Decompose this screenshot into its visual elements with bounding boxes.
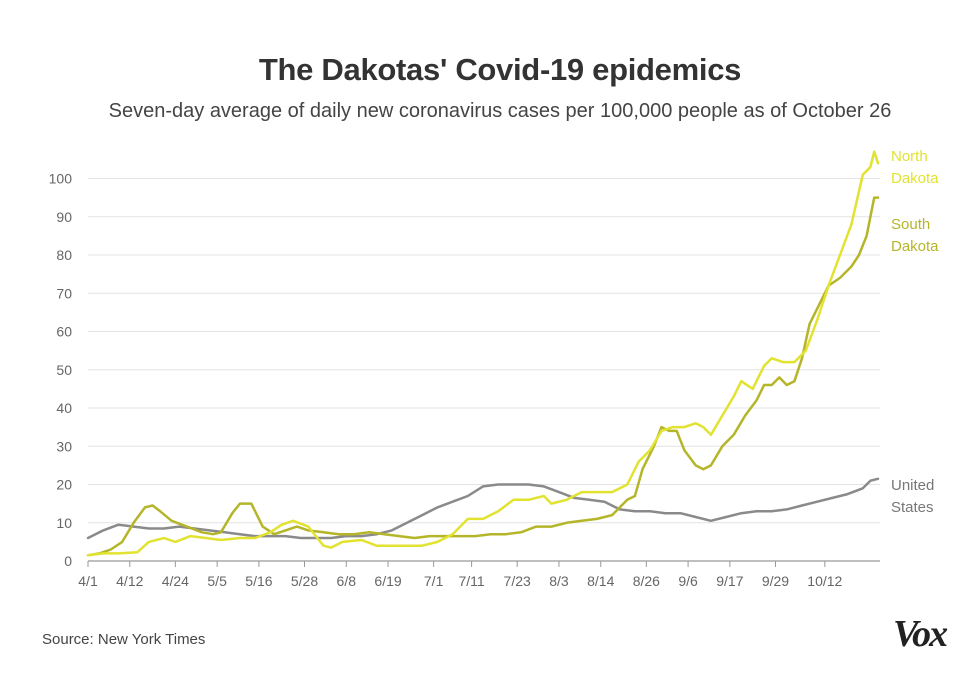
y-tick-label: 30 bbox=[56, 438, 72, 454]
vox-logo: Vox bbox=[893, 613, 948, 655]
series-line-united-states bbox=[86, 477, 880, 540]
x-tick-label: 10/12 bbox=[807, 573, 842, 589]
series-label-south-dakota: Dakota bbox=[891, 238, 939, 255]
x-tick-label: 7/23 bbox=[504, 573, 531, 589]
chart-subtitle: Seven-day average of daily new coronavir… bbox=[108, 100, 892, 122]
y-tick-label: 80 bbox=[56, 247, 72, 263]
y-tick-label: 0 bbox=[64, 553, 72, 569]
y-tick-label: 10 bbox=[56, 515, 72, 531]
x-tick-label: 5/28 bbox=[291, 573, 318, 589]
series-label-north-dakota: Dakota bbox=[891, 170, 939, 187]
x-tick-label: 4/12 bbox=[116, 573, 143, 589]
x-tick-label: 9/17 bbox=[716, 573, 743, 589]
x-tick-label: 9/29 bbox=[762, 573, 789, 589]
x-tick-label: 7/11 bbox=[458, 573, 484, 589]
y-tick-label: 60 bbox=[56, 324, 72, 340]
y-tick-label: 40 bbox=[56, 400, 72, 416]
x-tick-label: 8/3 bbox=[549, 573, 569, 589]
gridlines bbox=[88, 178, 880, 562]
y-tick-label: 70 bbox=[56, 285, 72, 301]
x-axis-ticks: 4/1 4/12 4/24 5/5 5/16 5/28 6/8 6/19 7/1 7/11 7/23… bbox=[78, 561, 843, 589]
series-label-united-states: States bbox=[891, 499, 934, 516]
x-tick-label: 8/26 bbox=[633, 573, 660, 589]
series-lines bbox=[86, 150, 880, 557]
chart-title: The Dakotas' Covid-19 epidemics bbox=[258, 52, 742, 87]
series-line-south-dakota bbox=[86, 196, 880, 557]
x-tick-label: 6/8 bbox=[337, 573, 357, 589]
x-tick-label: 7/1 bbox=[424, 573, 444, 589]
y-tick-label: 20 bbox=[56, 477, 72, 493]
x-tick-label: 8/14 bbox=[587, 573, 614, 589]
y-tick-label: 50 bbox=[56, 362, 72, 378]
series-line-north-dakota bbox=[86, 150, 880, 557]
y-axis-ticks: 0 10 20 30 40 50 60 70 80 90 100 bbox=[49, 171, 73, 570]
x-tick-label: 4/24 bbox=[162, 573, 189, 589]
series-labels: North Dakota South Dakota United States bbox=[891, 148, 939, 516]
source-note: Source: New York Times bbox=[42, 631, 206, 648]
y-tick-label: 90 bbox=[56, 209, 72, 225]
x-tick-label: 5/16 bbox=[245, 573, 272, 589]
y-tick-label: 100 bbox=[49, 171, 73, 187]
x-tick-label: 4/1 bbox=[78, 573, 98, 589]
x-tick-label: 6/19 bbox=[374, 573, 401, 589]
series-label-united-states: United bbox=[891, 477, 934, 494]
series-label-south-dakota: South bbox=[891, 216, 930, 233]
series-label-north-dakota: North bbox=[891, 148, 928, 165]
x-tick-label: 9/6 bbox=[678, 573, 698, 589]
x-tick-label: 5/5 bbox=[207, 573, 227, 589]
